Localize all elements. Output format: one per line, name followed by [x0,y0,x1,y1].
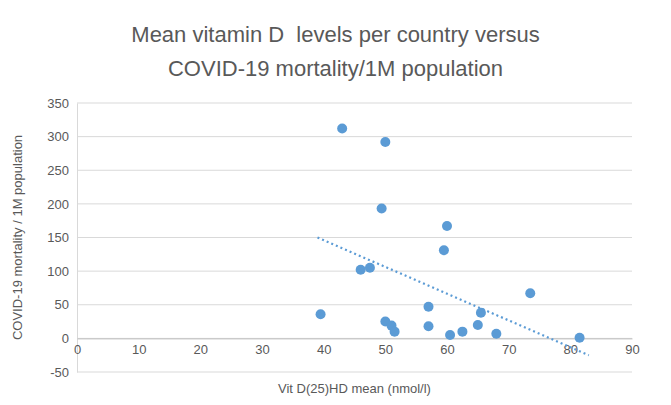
y-tick: -50 [50,365,77,380]
trend-line [318,238,589,356]
grid-line [77,237,632,238]
grid-line [77,170,632,171]
y-tick-label: 250 [47,163,69,178]
point [390,327,400,337]
x-tick-label: 60 [440,342,454,357]
x-tick: 30 [255,338,269,356]
point [491,329,501,339]
point [365,263,375,273]
x-tick: 50 [379,338,393,356]
y-axis-line [77,104,78,373]
x-tick-label: 30 [255,342,269,357]
point [575,333,585,343]
y-tick: 300 [47,129,77,144]
y-tick: 250 [47,163,77,178]
y-tick-label: 0 [62,331,69,346]
chart-title: Mean vitamin D levels per country versus [131,22,539,47]
x-axis-line [78,338,633,339]
x-axis-title: Vit D(25)HD mean (nmol/l) [278,381,431,396]
x-tick: 0 [74,338,81,356]
y-tick-label: 300 [47,129,69,144]
x-axis: 0102030405060708090 [74,338,640,356]
y-tick-label: 200 [47,197,69,212]
y-tick-label: 150 [47,230,69,245]
y-tick: 150 [47,230,77,245]
y-axis-title: COVID-19 mortality / 1M population [10,135,25,340]
point [473,320,483,330]
y-tick: 50 [55,297,77,312]
y-tick-label: 50 [55,297,69,312]
grid-line [77,304,632,305]
point [337,124,347,134]
x-tick-label: 50 [379,342,393,357]
grid-line [77,203,632,204]
point [439,245,449,255]
x-tick: 90 [625,338,639,356]
point [445,330,455,340]
point [457,327,467,337]
grid-line [77,372,632,373]
x-tick: 10 [132,338,146,356]
x-tick-label: 70 [502,342,516,357]
grid-line [77,103,632,104]
grid [77,103,632,372]
point [356,265,366,275]
y-tick: 100 [47,264,77,279]
point [424,302,434,312]
y-tick-label: 350 [47,96,69,111]
grid-line [77,136,632,137]
y-axis: -50 0 50 100 150 200 250 300 350 [47,96,77,380]
y-tick-label: -50 [50,365,69,380]
x-tick-label: 20 [194,342,208,357]
x-tick: 70 [502,338,516,356]
y-tick-label: 100 [47,264,69,279]
x-tick: 20 [194,338,208,356]
grid-line [77,338,632,339]
x-tick: 60 [440,338,454,356]
point [380,137,390,147]
y-tick: 350 [47,96,77,111]
y-tick: 200 [47,197,77,212]
grid-line [77,271,632,272]
chart-title: COVID-19 mortality/1M population [168,56,503,81]
point [424,321,434,331]
chart: Mean vitamin D levels per country versus… [0,0,671,405]
x-tick-label: 0 [74,342,81,357]
x-tick-label: 40 [317,342,331,357]
point [525,288,535,298]
point [316,309,326,319]
point [442,221,452,231]
x-tick-label: 90 [625,342,639,357]
plot-area [316,124,589,356]
point [377,204,387,214]
x-tick: 40 [317,338,331,356]
x-tick-label: 10 [132,342,146,357]
